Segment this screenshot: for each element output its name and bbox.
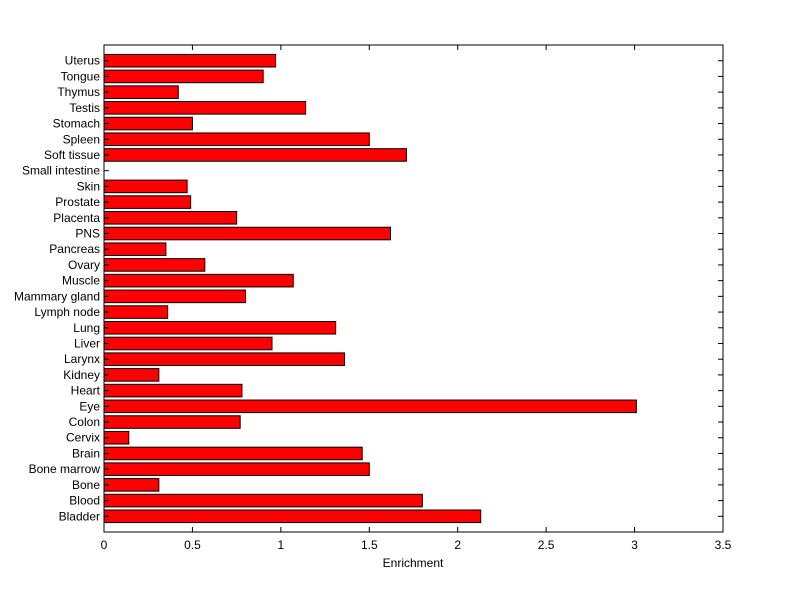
y-tick-label: Prostate	[55, 195, 100, 209]
bar	[103, 289, 246, 304]
y-tick-label: Heart	[71, 384, 101, 398]
y-tick-label: Ovary	[68, 258, 100, 272]
y-tick-label: Kidney	[63, 368, 100, 382]
y-tick-label: Soft tissue	[44, 148, 100, 162]
x-axis-label: Enrichment	[383, 556, 444, 570]
bar	[103, 132, 370, 147]
y-tick-label: Bone marrow	[29, 462, 101, 476]
x-axis-ticks: 0 0.5 1 1.5 2 2.5 3 3.5	[101, 45, 732, 552]
x-tick-label: 2	[454, 538, 461, 552]
y-tick-label: Colon	[69, 415, 100, 429]
bar	[103, 352, 346, 366]
bar	[103, 446, 363, 461]
y-tick-label: Placenta	[53, 211, 100, 225]
y-tick-label: Lymph node	[34, 305, 100, 319]
y-tick-label: Brain	[72, 446, 100, 460]
y-tick-label: PNS	[75, 227, 100, 241]
bar	[103, 320, 337, 335]
y-tick-label: Blood	[69, 494, 100, 508]
x-tick-label: 0	[101, 538, 108, 552]
bar	[103, 493, 423, 508]
y-tick-label: Mammary gland	[14, 289, 100, 303]
bar	[103, 179, 188, 194]
y-tick-label: Muscle	[62, 274, 100, 288]
bar	[103, 415, 241, 429]
y-tick-label: Lung	[73, 321, 100, 335]
bar	[103, 69, 264, 84]
y-tick-label: Larynx	[64, 352, 100, 366]
y-tick-label: Testis	[69, 101, 100, 115]
bar	[103, 273, 294, 288]
bar	[103, 116, 193, 131]
x-tick-label: 1	[278, 538, 285, 552]
x-tick-label: 3	[631, 538, 638, 552]
bar	[103, 101, 307, 115]
y-tick-label: Uterus	[65, 54, 100, 68]
bar	[103, 478, 160, 492]
bar	[103, 368, 160, 382]
x-tick-label: 2.5	[538, 538, 555, 552]
y-tick-label: Tongue	[61, 69, 101, 83]
x-tick-label: 3.5	[715, 538, 732, 552]
bars	[103, 53, 637, 524]
y-tick-label: Pancreas	[49, 242, 100, 256]
bar	[103, 226, 392, 241]
x-tick-label: 1.5	[361, 538, 378, 552]
bar	[103, 383, 243, 398]
bar	[103, 305, 169, 319]
y-tick-label: Spleen	[63, 132, 100, 146]
bar	[103, 53, 277, 68]
y-tick-label: Stomach	[53, 117, 100, 131]
y-tick-label: Liver	[74, 336, 100, 350]
bar	[103, 462, 370, 476]
bar	[103, 195, 192, 209]
y-tick-label: Eye	[79, 399, 100, 413]
bar	[103, 399, 637, 414]
bar	[103, 85, 179, 99]
bar	[103, 258, 206, 272]
y-tick-label: Bone	[72, 478, 100, 492]
bar	[103, 242, 167, 257]
y-tick-label: Small intestine	[22, 164, 100, 178]
bar	[103, 509, 482, 524]
y-tick-label: Bladder	[59, 509, 100, 523]
y-tick-label: Thymus	[57, 85, 100, 99]
bar	[103, 211, 238, 225]
x-tick-label: 0.5	[184, 538, 201, 552]
y-tick-label: Cervix	[66, 431, 100, 445]
bar	[103, 336, 273, 351]
y-tick-label: Skin	[77, 179, 100, 193]
bar	[103, 148, 407, 162]
